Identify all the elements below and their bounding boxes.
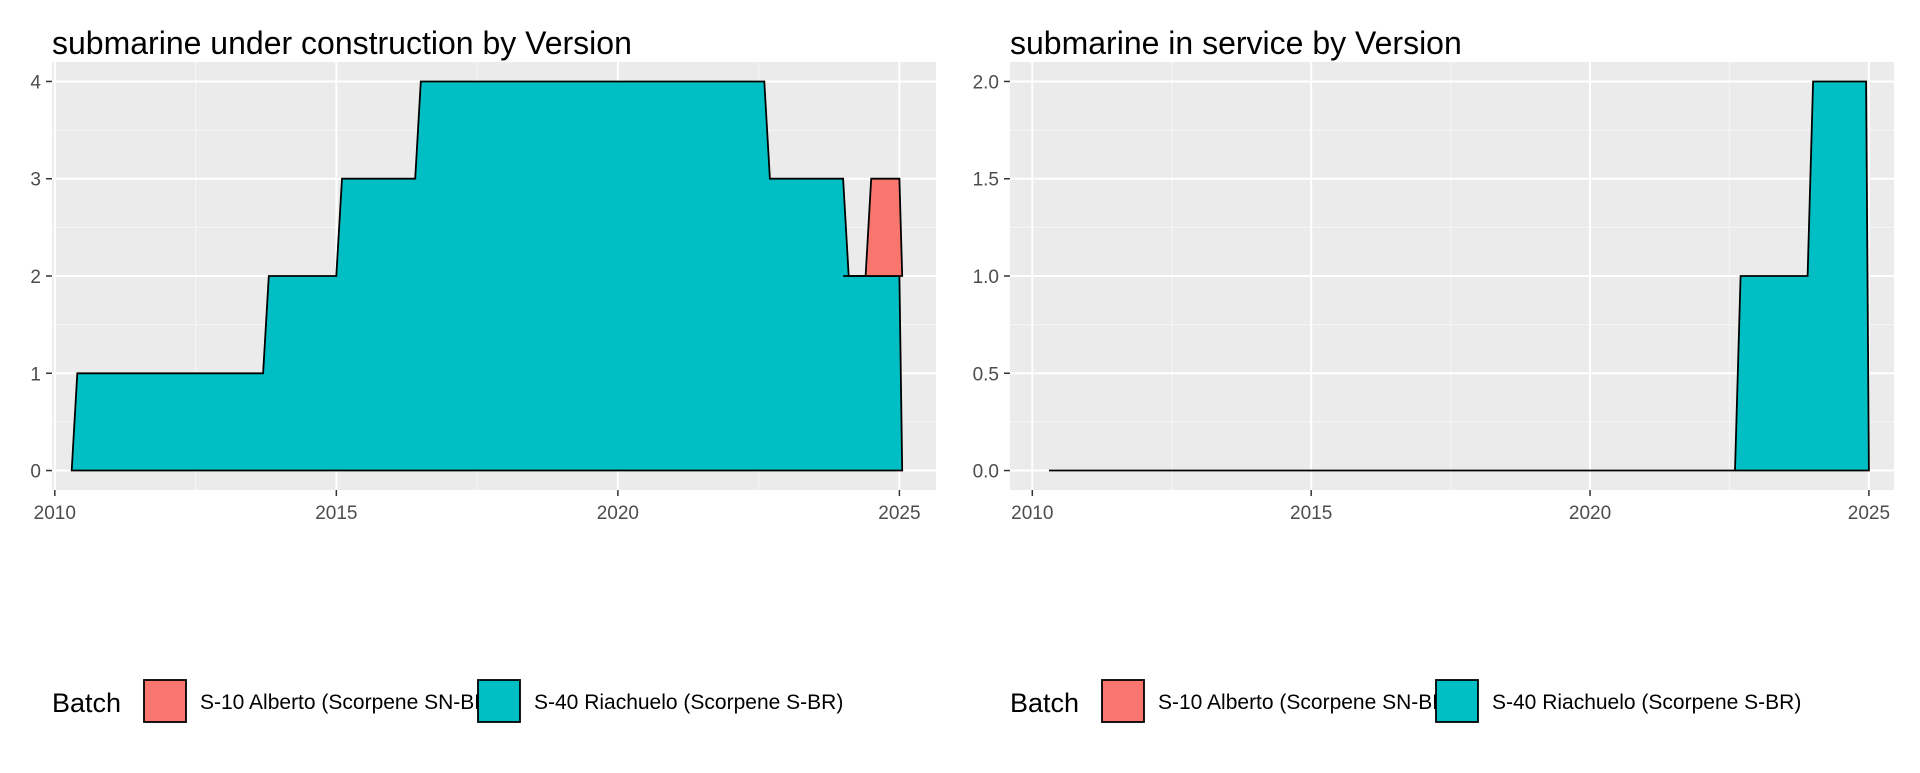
y-tick-label: 2	[30, 267, 41, 288]
chart-title: submarine under construction by Version	[52, 25, 632, 61]
area-series-0	[1049, 80, 1870, 472]
legend-key	[1435, 679, 1479, 723]
legend-title: Batch	[1010, 688, 1079, 718]
y-tick-label: 1.0	[973, 267, 999, 288]
chart-under-construction-svg: submarine under construction by Version 2…	[30, 25, 936, 723]
y-tick-label: 0.5	[973, 364, 999, 385]
y-tick-label: 0	[30, 462, 41, 483]
legend-label: S-40 Riachuelo (Scorpene S-BR)	[1492, 691, 1801, 714]
y-tick-label: 3	[30, 170, 41, 191]
x-tick-label: 2025	[1848, 503, 1890, 524]
chart-in-service-svg: submarine in service by Version 2010 2015 2…	[973, 25, 1894, 723]
x-tick-label: 2020	[597, 503, 639, 524]
x-tick-label: 2015	[1290, 503, 1332, 524]
chart-panel-under-construction: submarine under construction by Version 2…	[0, 0, 960, 768]
legend-label: S-40 Riachuelo (Scorpene S-BR)	[534, 691, 843, 714]
legend-key	[477, 679, 521, 723]
y-tick-label: 1.5	[973, 170, 999, 191]
x-tick-label: 2015	[315, 503, 357, 524]
legend-title: Batch	[52, 688, 121, 718]
legend-label: S-10 Alberto (Scorpene SN-BR)	[1158, 691, 1454, 714]
chart-panel-in-service: submarine in service by Version 2010 2015 2…	[958, 0, 1918, 768]
legend-key	[1101, 679, 1145, 723]
x-tick-label: 2020	[1569, 503, 1611, 524]
legend-label: S-10 Alberto (Scorpene SN-BR)	[200, 691, 496, 714]
legend-key	[143, 679, 187, 723]
y-tick-label: 0.0	[973, 462, 999, 483]
x-tick-label: 2010	[34, 503, 76, 524]
y-tick-label: 1	[30, 364, 41, 385]
area-series-1	[843, 177, 904, 277]
chart-title: submarine in service by Version	[1010, 25, 1462, 61]
x-tick-label: 2010	[1011, 503, 1053, 524]
y-tick-label: 4	[30, 72, 41, 93]
x-tick-label: 2025	[878, 503, 920, 524]
y-tick-label: 2.0	[973, 72, 999, 93]
